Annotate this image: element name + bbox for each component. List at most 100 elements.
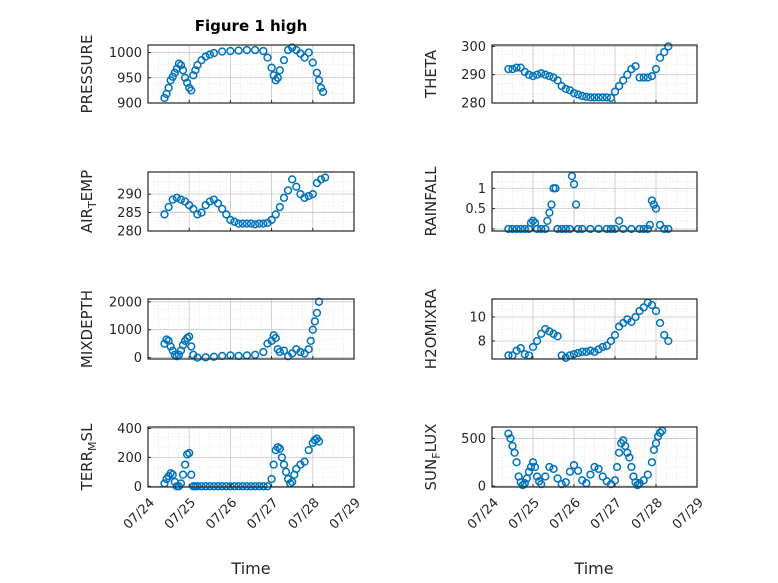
data-point	[250, 45, 260, 55]
data-point	[567, 171, 577, 181]
data-point	[275, 347, 284, 357]
data-point	[512, 63, 521, 72]
data-point	[292, 182, 301, 191]
data-point	[306, 336, 315, 346]
data-point	[625, 453, 634, 462]
data-point	[255, 482, 264, 491]
data-point	[569, 460, 579, 470]
data-point	[614, 81, 624, 91]
data-point	[512, 346, 521, 355]
data-point	[631, 312, 640, 322]
data-point	[543, 216, 552, 225]
y-tick-label: 1	[478, 182, 486, 197]
data-point	[187, 342, 196, 351]
y-tick-label: 280	[461, 97, 486, 112]
data-point	[269, 460, 278, 469]
data-point	[279, 460, 289, 469]
data-point	[606, 93, 616, 103]
data-point	[553, 224, 562, 234]
data-point	[312, 308, 322, 318]
data-point	[557, 224, 566, 234]
y-axis-label: THETA	[422, 49, 440, 99]
data-point	[578, 91, 587, 101]
data-point	[623, 70, 632, 79]
data-point	[631, 62, 640, 71]
data-point	[586, 470, 595, 479]
data-point	[160, 93, 169, 103]
data-point	[619, 224, 628, 234]
data-point	[651, 64, 661, 74]
data-point	[288, 43, 297, 52]
data-point	[549, 464, 558, 474]
data-point	[308, 325, 317, 334]
x-tick-label: 07/27	[244, 495, 281, 532]
data-point	[269, 71, 278, 80]
data-point	[512, 458, 521, 467]
data-point	[304, 445, 313, 455]
data-point	[586, 93, 595, 102]
data-point	[205, 50, 214, 59]
data-point	[610, 224, 620, 234]
data-point	[594, 345, 603, 354]
axes-box	[491, 171, 698, 232]
axes-box	[491, 44, 698, 104]
data-point	[594, 93, 603, 102]
x-tick-label: 07/26	[203, 495, 240, 532]
data-point	[643, 73, 652, 82]
data-point	[314, 297, 324, 306]
data-point	[296, 347, 305, 357]
data-point	[545, 208, 554, 217]
data-point	[504, 224, 513, 234]
axes-box	[491, 298, 698, 360]
data-point	[178, 66, 188, 75]
x-tick-label: 07/28	[629, 495, 666, 532]
data-point	[321, 173, 330, 182]
y-tick-label: 290	[461, 68, 486, 83]
subplot-sun: 0 500 SUNFLUX 07/24 07/25 07/26 07/27 07/28 07/2…	[422, 424, 707, 533]
data-point	[582, 92, 591, 101]
data-point	[180, 460, 190, 469]
data-point	[541, 472, 550, 481]
data-point	[643, 224, 652, 234]
data-point	[304, 345, 313, 354]
data-point	[178, 470, 188, 479]
x-tick-label: 07/27	[588, 495, 625, 532]
data-point	[197, 208, 206, 217]
data-point	[174, 59, 184, 68]
data-point	[541, 70, 550, 79]
data-point	[242, 482, 252, 491]
y-tick-label: 200	[117, 451, 142, 466]
data-point	[532, 472, 542, 481]
data-point	[578, 224, 587, 234]
data-point	[279, 55, 289, 65]
data-point	[178, 340, 188, 350]
data-point	[635, 73, 644, 82]
data-point	[623, 448, 632, 457]
data-point	[610, 476, 620, 485]
x-tick-label: 07/24	[121, 495, 158, 532]
data-point	[627, 462, 636, 472]
y-axis-label: PRESSURE	[78, 35, 96, 114]
data-point	[271, 210, 280, 219]
y-axis-label: AIRTEMP	[78, 170, 99, 233]
data-point	[573, 348, 583, 358]
data-point	[528, 71, 538, 81]
data-point	[218, 47, 227, 56]
data-point	[602, 341, 611, 350]
data-point	[176, 61, 186, 70]
data-point	[545, 71, 554, 81]
data-point	[277, 453, 287, 462]
data-point	[267, 215, 276, 225]
data-point	[561, 353, 570, 362]
data-point	[565, 224, 575, 234]
data-point	[639, 476, 648, 485]
data-point	[516, 63, 525, 72]
data-point	[255, 219, 264, 228]
y-axis-label: TERRMSL	[78, 423, 99, 492]
data-point	[561, 84, 570, 94]
data-point	[267, 474, 276, 484]
data-point	[182, 78, 192, 87]
data-point	[553, 332, 562, 341]
subplot-rainfall: 0 0.5 1 RAINFALL	[422, 166, 698, 237]
data-point	[201, 52, 210, 61]
